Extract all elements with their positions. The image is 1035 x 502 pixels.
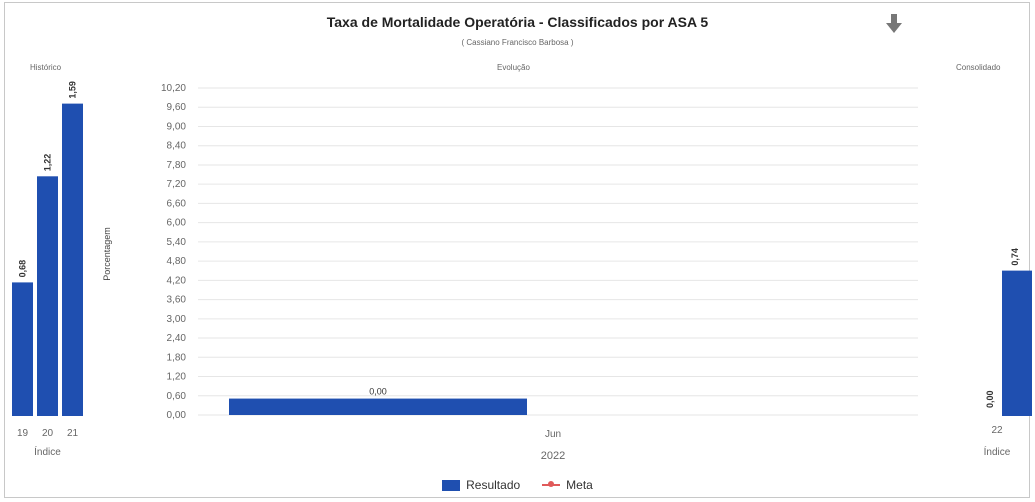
evolucao-ytick: 4,80: [167, 256, 187, 267]
evolucao-xtick-group-2022: 2022: [541, 450, 565, 462]
evolucao-ytick: 9,00: [167, 121, 187, 132]
evolucao-ytick: 0,00: [167, 410, 187, 421]
chart-legend: Resultado Meta: [0, 478, 1035, 492]
historico-tick-21: 21: [67, 428, 79, 439]
legend-item-resultado[interactable]: Resultado: [442, 478, 520, 492]
evolucao-ytick: 3,60: [167, 295, 187, 306]
panel-label-historico: Histórico: [30, 63, 62, 72]
consolidado-value-label-meta: 0,74: [1010, 248, 1020, 266]
consolidado-value-label-resultado: 0,00: [985, 390, 995, 408]
evolucao-ytick: 6,60: [167, 198, 187, 209]
evolucao-ytick: 5,40: [167, 237, 187, 248]
historico-value-label-20: 1,22: [43, 154, 53, 172]
evolucao-ytick: 6,00: [167, 218, 187, 229]
evolucao-ytick: 1,80: [167, 352, 187, 363]
consolidado-bar-22: [1002, 270, 1032, 416]
historico-bar-20: [37, 176, 58, 416]
legend-swatch-meta: [542, 481, 561, 487]
chart-title: Taxa de Mortalidade Operatória - Classif…: [326, 14, 709, 30]
evolucao-ytick: 4,20: [167, 275, 187, 286]
evolucao-ytick: 1,20: [167, 372, 187, 383]
legend-label-meta: Meta: [566, 478, 593, 492]
evolucao-value-label-jun: 0,00: [369, 387, 387, 397]
evolucao-ytick: 8,40: [167, 141, 187, 152]
download-arrow-icon[interactable]: [886, 14, 902, 34]
evolucao-ylabel: Porcentagem: [102, 227, 112, 281]
evolucao-ytick: 7,20: [167, 179, 187, 190]
historico-xlabel: Índice: [34, 445, 61, 458]
evolucao-bar-resultado-jun: [229, 398, 527, 415]
legend-item-meta[interactable]: Meta: [542, 478, 593, 492]
evolucao-ytick: 9,60: [167, 102, 187, 113]
chart-subtitle: ( Cassiano Francisco Barbosa ): [461, 38, 574, 47]
historico-value-label-19: 0,68: [18, 260, 28, 278]
historico-bar-19: [12, 282, 33, 416]
historico-tick-19: 19: [17, 428, 29, 439]
historico-bar-21: [62, 103, 83, 417]
evolucao-ytick: 2,40: [167, 333, 187, 344]
evolucao-ytick: 7,80: [167, 160, 187, 171]
legend-swatch-resultado: [442, 479, 461, 491]
historico-value-label-21: 1,59: [68, 81, 78, 99]
legend-label-resultado: Resultado: [466, 478, 521, 492]
evolucao-xtick-jun: Jun: [545, 429, 561, 440]
evolucao-ytick: 0,60: [167, 391, 187, 402]
panel-label-evolucao: Evolução: [497, 63, 530, 72]
historico-tick-20: 20: [42, 428, 54, 439]
panel-label-consolidado: Consolidado: [956, 63, 1001, 72]
evolucao-ytick: 3,00: [167, 314, 187, 325]
consolidado-tick-22: 22: [991, 425, 1003, 436]
evolucao-ytick: 10,20: [161, 83, 186, 94]
consolidado-xlabel: Índice: [984, 445, 1011, 458]
